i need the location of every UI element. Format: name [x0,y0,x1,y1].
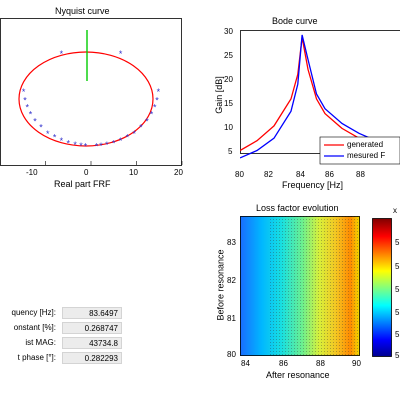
bode-plot [240,30,400,165]
nyquist-point: * [29,110,33,120]
heatmap-axes-box [240,216,360,356]
bode-xtick-1: 80 [235,170,244,179]
nyquist-point: * [119,49,123,59]
loss-xtick-1: 84 [241,359,250,368]
nyquist-point: * [23,96,27,106]
loss-xtick-3: 88 [316,359,325,368]
result-row: t phase [°]: 0.282293 [0,351,130,365]
bode-legend-measured: mesured F [347,151,386,160]
nyquist-point: * [79,141,83,151]
nyquist-point: * [33,117,37,127]
bode-xtick-2: 82 [264,170,273,179]
nyquist-xlabel: Real part FRF [54,179,111,189]
bode-xtick-4: 86 [325,170,334,179]
nyquist-point: * [39,123,43,133]
nyquist-point: * [99,141,103,151]
result-value: 43734.8 [62,337,122,349]
bode-legend-generated: generated [347,140,384,149]
nyquist-point: * [53,132,57,142]
loss-heatmap [240,216,360,356]
loss-ytick-2: 82 [227,276,236,285]
bode-measured-line [240,34,394,159]
nyquist-point: * [26,103,30,113]
nyquist-point: * [126,132,130,142]
colorbar-tick-3: 5 [395,285,400,294]
bode-xtick-3: 84 [296,170,305,179]
nyquist-point: * [84,141,88,151]
colorbar [372,218,392,357]
loss-title: Loss factor evolution [256,203,339,213]
nyquist-point: * [46,129,50,139]
bode-ylabel: Gain [dB] [213,76,224,114]
nyquist-point: * [139,123,143,133]
nyquist-point: * [66,138,70,148]
nyquist-point: * [157,87,161,97]
bode-ytick-2: 25 [224,51,233,60]
loss-xtick-4: 90 [352,359,361,368]
colorbar-tick-2: 5 [395,262,400,271]
loss-ytick-3: 81 [227,314,236,323]
colorbar-multiplier: x [393,206,397,215]
nyquist-plot: ******* * * * * * * * * * * * * ******** * [0,18,183,166]
results-panel: quency [Hz]: 83.6497 onstant [%]: 0.2687… [0,306,130,370]
nyquist-point: * [119,136,123,146]
bode-ytick-4: 15 [224,99,233,108]
bode-xtick-5: 88 [356,170,365,179]
colorbar-tick-5: 5 [395,330,400,339]
result-row: quency [Hz]: 83.6497 [0,306,130,320]
loss-ytick-1: 83 [227,238,236,247]
nyquist-point: * [60,136,64,146]
result-label: onstant [%]: [13,323,56,332]
nyquist-point: * [153,103,157,113]
bode-legend [319,136,400,165]
nyquist-point: * [22,87,26,97]
bode-ytick-3: 20 [224,75,233,84]
nyquist-xtick-4: 20 [174,168,183,177]
result-label: ist MAG: [25,338,56,347]
nyquist-point: * [155,96,159,106]
nyquist-point: * [112,138,116,148]
nyquist-point: * [105,140,109,150]
result-value: 0.282293 [62,352,122,364]
colorbar-tick-1: 5 [395,238,400,247]
result-row: ist MAG: 43734.8 [0,336,130,350]
nyquist-xtick-3: 10 [129,168,138,177]
bode-axes-box [240,30,400,154]
loss-ylabel: Before resonance [215,249,226,321]
result-label: t phase [°]: [17,353,56,362]
colorbar-tick-4: 5 [395,308,400,317]
loss-ytick-4: 80 [227,350,236,359]
loss-xlabel: After resonance [266,370,330,380]
nyquist-title: Nyquist curve [55,6,110,16]
nyquist-xtick-1: -10 [26,168,38,177]
loss-xtick-2: 86 [279,359,288,368]
nyquist-point: * [132,129,136,139]
bode-title: Bode curve [272,16,318,26]
result-label: quency [Hz]: [11,308,56,317]
nyquist-xtick-2: 0 [84,168,89,177]
result-row: onstant [%]: 0.268747 [0,321,130,335]
nyquist-point: * [145,117,149,127]
nyquist-point: * [95,141,99,151]
nyquist-point: * [150,110,154,120]
nyquist-point: * [73,140,77,150]
bode-xlabel: Frequency [Hz] [282,180,344,190]
colorbar-tick-6: 5 [395,351,400,360]
nyquist-curve [18,51,154,147]
result-value: 0.268747 [62,322,122,334]
nyquist-point: * [60,49,64,59]
result-value: 83.6497 [62,307,122,319]
nyquist-axes-box [0,18,182,166]
bode-ytick-1: 30 [224,27,233,36]
bode-ytick-5: 10 [224,123,233,132]
bode-ytick-6: 5 [228,147,233,156]
